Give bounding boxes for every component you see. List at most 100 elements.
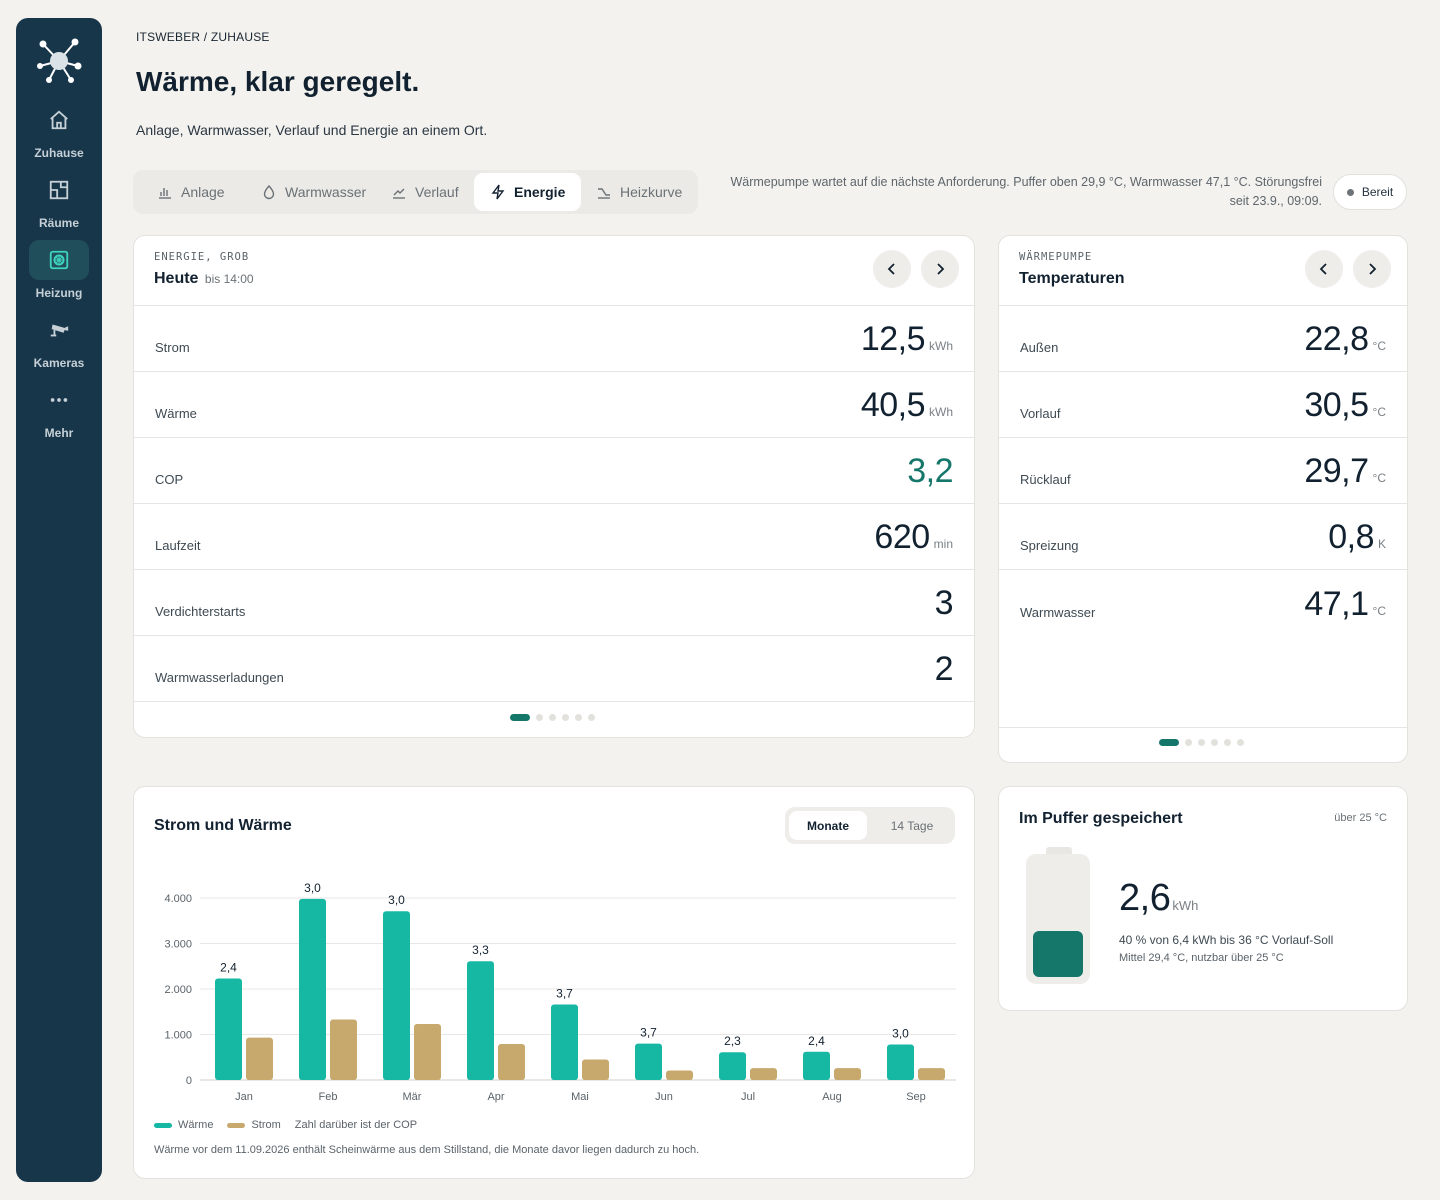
tab-bar: Anlage Warmwasser Verlauf Energie Heizku… bbox=[133, 170, 698, 214]
tab-heizkurve[interactable]: Heizkurve bbox=[580, 173, 698, 211]
temp-row: Warmwasser 47,1 °C bbox=[999, 570, 1407, 636]
segment-14-tage[interactable]: 14 Tage bbox=[890, 818, 934, 833]
waerme-bar bbox=[383, 911, 410, 1080]
curve-icon bbox=[598, 188, 610, 199]
temp-row-value: 22,8 °C bbox=[1304, 320, 1386, 359]
pager-dot[interactable] bbox=[1237, 739, 1244, 746]
cop-label: 3,0 bbox=[304, 881, 321, 895]
legend-waerme-label: Wärme bbox=[178, 1119, 214, 1131]
energy-card-divider bbox=[134, 305, 974, 306]
status-line-2: seit 23.9., 09:09. bbox=[1229, 194, 1322, 208]
y-tick-label: 2.000 bbox=[164, 984, 192, 996]
chart-footnote: Wärme vor dem 11.09.2026 enthält Scheinw… bbox=[154, 1144, 700, 1156]
segment-monate[interactable]: Monate bbox=[789, 811, 867, 840]
waerme-bar bbox=[887, 1044, 914, 1080]
nav-mehr[interactable]: Mehr bbox=[16, 380, 102, 440]
temp-row-label: Spreizung bbox=[1020, 538, 1079, 553]
value-unit: °C bbox=[1372, 471, 1386, 485]
value-text: 620 bbox=[874, 518, 930, 556]
pager-dot[interactable] bbox=[1211, 739, 1218, 746]
chevron-right-icon bbox=[1369, 263, 1377, 275]
pager-dot[interactable] bbox=[1185, 739, 1192, 746]
page-title: Wärme, klar geregelt. bbox=[136, 66, 420, 97]
status-line-1: Wärmepumpe wartet auf die nächste Anford… bbox=[730, 175, 1322, 189]
energy-row: COP 3,2 bbox=[134, 438, 974, 504]
x-tick-label: Jun bbox=[655, 1091, 673, 1103]
nav-kameras[interactable]: Kameras bbox=[16, 310, 102, 370]
energy-row-value: 12,5 kWh bbox=[861, 320, 953, 359]
chart-legend: Wärme Strom Zahl darüber ist der COP bbox=[154, 1119, 417, 1131]
tab-energie[interactable]: Energie bbox=[474, 173, 582, 211]
legend-strom-label: Strom bbox=[251, 1119, 281, 1131]
energy-card: ENERGIE, GROB Heute bis 14:00 Strom 12,5… bbox=[133, 235, 975, 738]
nav-zuhause[interactable]: Zuhause bbox=[16, 100, 102, 160]
energy-row-value: 3,2 bbox=[907, 452, 953, 491]
pager-dot[interactable] bbox=[510, 714, 530, 721]
pager-dot[interactable] bbox=[1198, 739, 1205, 746]
status-badge: Bereit bbox=[1333, 174, 1407, 210]
energy-row: Laufzeit 620 min bbox=[134, 504, 974, 570]
energy-prev-button[interactable] bbox=[873, 250, 911, 288]
pager-dot[interactable] bbox=[1159, 739, 1179, 746]
value-text: 3,2 bbox=[907, 452, 953, 490]
x-tick-label: Jan bbox=[235, 1091, 253, 1103]
cop-label: 2,3 bbox=[724, 1034, 741, 1048]
breadcrumb: ITSWEBER / ZUHAUSE bbox=[136, 30, 270, 44]
energy-row: Wärme 40,5 kWh bbox=[134, 372, 974, 438]
pager-dot[interactable] bbox=[575, 714, 582, 721]
nav-heizung[interactable]: Heizung bbox=[16, 240, 102, 300]
tab-anlage[interactable]: Anlage bbox=[141, 173, 241, 211]
waerme-bar bbox=[467, 961, 494, 1080]
energy-row-label: Laufzeit bbox=[155, 538, 201, 553]
cop-label: 2,4 bbox=[808, 1034, 825, 1048]
legend-swatch bbox=[154, 1122, 172, 1128]
pager-dot[interactable] bbox=[536, 714, 543, 721]
puffer-level-indicator bbox=[1026, 854, 1090, 984]
more-icon bbox=[29, 380, 89, 420]
temp-row-value: 30,5 °C bbox=[1304, 386, 1386, 425]
pager-dot[interactable] bbox=[562, 714, 569, 721]
tab-warmwasser[interactable]: Warmwasser bbox=[245, 173, 382, 211]
energy-row-value: 2 bbox=[934, 650, 954, 689]
strom-bar bbox=[918, 1068, 945, 1080]
legend-waerme: Wärme bbox=[154, 1119, 213, 1131]
pager-dot[interactable] bbox=[588, 714, 595, 721]
energy-pager bbox=[510, 714, 595, 721]
cop-label: 2,4 bbox=[220, 961, 237, 975]
cop-label: 3,7 bbox=[640, 1026, 657, 1040]
pager-dot[interactable] bbox=[549, 714, 556, 721]
temp-row: Vorlauf 30,5 °C bbox=[999, 372, 1407, 438]
tab-anlage-label: Anlage bbox=[181, 184, 225, 200]
energy-row-label: Verdichterstarts bbox=[155, 604, 246, 619]
temp-next-button[interactable] bbox=[1353, 250, 1391, 288]
chevron-left-icon bbox=[1319, 263, 1327, 275]
temp-prev-button[interactable] bbox=[1305, 250, 1343, 288]
strom-bar bbox=[330, 1019, 357, 1080]
x-tick-label: Jul bbox=[741, 1091, 755, 1103]
strom-bar bbox=[498, 1044, 525, 1080]
energy-row: Strom 12,5 kWh bbox=[134, 306, 974, 372]
legend-strom: Strom bbox=[227, 1119, 281, 1131]
value-text: 22,8 bbox=[1304, 320, 1369, 358]
puffer-detail-2: Mittel 29,4 °C, nutzbar über 25 °C bbox=[1119, 952, 1284, 964]
logo-icon bbox=[37, 38, 82, 83]
cop-label: 3,3 bbox=[472, 943, 489, 957]
value-text: 2 bbox=[934, 650, 954, 688]
value-unit: K bbox=[1377, 537, 1386, 551]
battery-cap bbox=[1046, 847, 1072, 855]
x-tick-label: Mär bbox=[403, 1091, 422, 1103]
cop-label: 3,7 bbox=[556, 986, 573, 1000]
page-subtitle: Anlage, Warmwasser, Verlauf und Energie … bbox=[136, 122, 488, 138]
tab-verlauf[interactable]: Verlauf bbox=[375, 173, 475, 211]
energy-next-button[interactable] bbox=[921, 250, 959, 288]
energy-row: Verdichterstarts 3 bbox=[134, 570, 974, 636]
trend-icon bbox=[393, 188, 405, 199]
nav-raeume[interactable]: Räume bbox=[16, 170, 102, 230]
cop-label: 3,0 bbox=[388, 893, 405, 907]
status-dot bbox=[1346, 188, 1354, 196]
x-tick-label: Sep bbox=[906, 1091, 926, 1103]
nav-heizung-label: Heizung bbox=[35, 286, 83, 300]
pager-dot[interactable] bbox=[1224, 739, 1231, 746]
value-unit: kWh bbox=[929, 339, 953, 353]
status-badge-label: Bereit bbox=[1361, 185, 1394, 199]
